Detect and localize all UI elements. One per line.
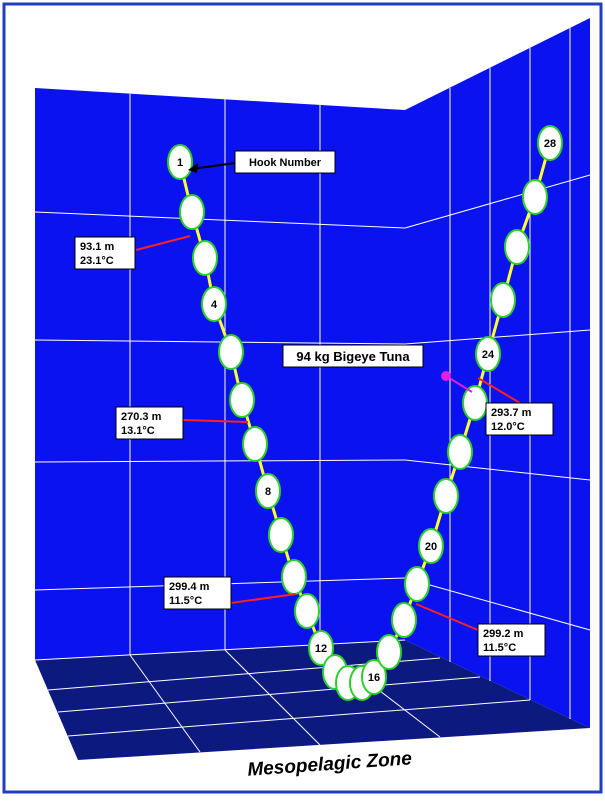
hook: [522, 179, 548, 215]
hook-number: 24: [482, 349, 495, 361]
label-box: [282, 344, 424, 368]
depth: 299.4 m: [169, 581, 210, 593]
hook-number: 4: [211, 299, 218, 311]
label-box: [234, 150, 336, 174]
hook-number: 28: [544, 138, 556, 150]
hook-number-label: Hook Number: [249, 157, 322, 169]
hook: [294, 593, 320, 629]
hook-number: 12: [315, 643, 327, 655]
hook-number: 16: [368, 672, 380, 684]
hook: [167, 144, 193, 180]
hook: [192, 240, 218, 276]
back-wall: [35, 88, 405, 660]
side-wall: [405, 18, 590, 728]
hook: [255, 473, 281, 509]
hook: [218, 334, 244, 370]
hook: [242, 426, 268, 462]
hook-number: 1: [177, 157, 183, 169]
depth: 93.1 m: [80, 241, 114, 253]
hook: [404, 566, 430, 602]
hook: [308, 630, 334, 666]
hook: [179, 194, 205, 230]
hook: [490, 282, 516, 318]
hook: [201, 286, 227, 322]
hook: [361, 659, 387, 695]
label-box: [477, 623, 546, 657]
hook: [475, 336, 501, 372]
hook: [537, 125, 563, 161]
reading-arrow: [182, 419, 249, 423]
temperature: 23.1°C: [80, 255, 114, 267]
temperature: 12.0°C: [491, 421, 525, 433]
depth: 293.7 m: [491, 407, 532, 419]
reading-arrow: [415, 603, 479, 631]
hook: [229, 382, 255, 418]
reading-arrow: [230, 593, 297, 604]
hook: [281, 559, 307, 595]
hook: [391, 602, 417, 638]
hook-number: 8: [265, 486, 271, 498]
floor: [35, 640, 590, 760]
reading-arrow: [135, 235, 191, 251]
hook: [504, 229, 530, 265]
catch-arrow: [445, 375, 473, 393]
catch-dot: [441, 371, 451, 381]
hook: [376, 634, 402, 670]
hook: [447, 434, 473, 470]
hook: [418, 528, 444, 564]
readings: 93.1 m 23.1°C 270.3 m 13.1°C 299.4 m 11.5°C 29…: [74, 235, 554, 657]
hook: [462, 385, 488, 421]
reading-arrow: [477, 377, 521, 404]
temperature: 11.5°C: [483, 642, 516, 654]
catch-label: 94 kg Bigeye Tuna: [296, 349, 410, 364]
label-box: [163, 576, 232, 610]
depth: 270.3 m: [121, 411, 162, 423]
arrow: [191, 162, 236, 170]
depth: 299.2 m: [483, 628, 524, 640]
hooks: 1 4 8 12 16 20 24 28: [167, 125, 563, 701]
label-box: [74, 236, 136, 270]
hook-number: 20: [425, 541, 437, 553]
arrow-head: [188, 163, 198, 173]
hook: [433, 478, 459, 514]
label-box: [115, 406, 184, 440]
temperature: 13.1°C: [121, 425, 155, 437]
temperature: 11.5°C: [169, 595, 202, 607]
hook: [268, 517, 294, 553]
label-box: [485, 402, 554, 436]
